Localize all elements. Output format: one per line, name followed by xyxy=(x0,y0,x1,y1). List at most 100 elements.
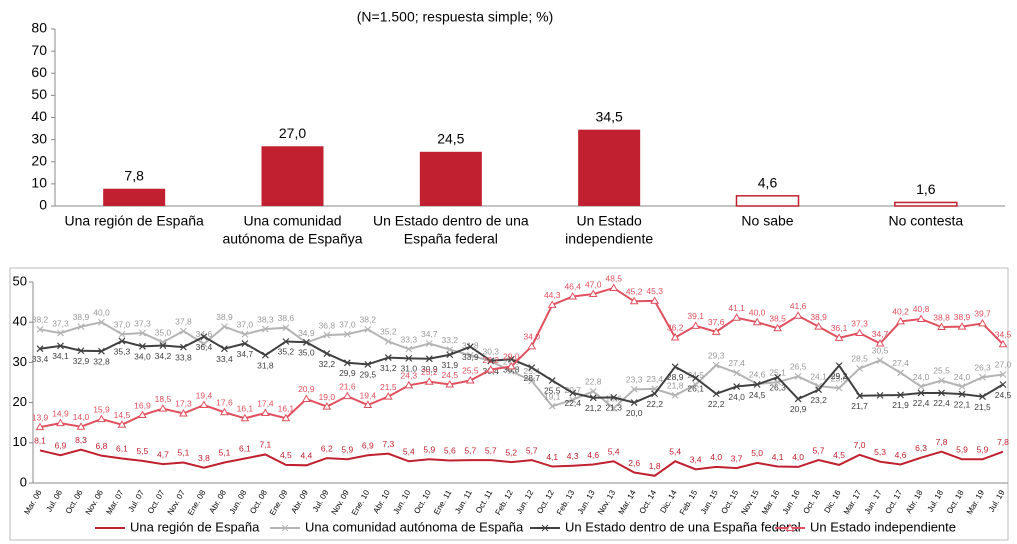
data-label: 20,0 xyxy=(626,408,643,418)
data-label: 31,2 xyxy=(380,363,397,373)
point-marker xyxy=(57,329,64,337)
data-label: 21,7 xyxy=(851,401,868,411)
data-label: 33,3 xyxy=(401,334,418,344)
data-label: 26,3 xyxy=(769,383,786,393)
point-marker xyxy=(937,322,946,331)
x-tick-label: Jun. 17 xyxy=(863,488,884,516)
data-label: 30,5 xyxy=(872,346,889,356)
data-label: 35,3 xyxy=(114,346,131,356)
bar xyxy=(894,201,958,207)
data-label: 35,2 xyxy=(278,347,295,357)
data-label: 5,7 xyxy=(485,445,497,455)
data-label: 19,4 xyxy=(196,390,213,400)
data-label: 31,8 xyxy=(462,340,479,350)
data-label: 14,0 xyxy=(73,412,90,422)
data-label: 34,5 xyxy=(995,330,1012,340)
point-marker xyxy=(773,323,782,332)
x-tick-label: Mar. 06 xyxy=(22,488,43,516)
data-label: 7,1 xyxy=(259,440,271,450)
data-label: 38,2 xyxy=(32,315,49,325)
x-tick-label: Dic. 14 xyxy=(658,488,679,515)
point-marker xyxy=(630,385,638,393)
x-tick-label: España federal xyxy=(404,231,498,247)
data-label: 28,9 xyxy=(667,372,684,382)
point-marker xyxy=(527,341,537,350)
data-label: 20,9 xyxy=(298,384,315,394)
y-tick-label: 60 xyxy=(31,64,47,80)
point-marker xyxy=(466,343,474,351)
point-marker xyxy=(856,392,863,400)
data-label: 31,9 xyxy=(442,360,459,370)
x-tick-label: Un Estado xyxy=(576,213,642,229)
data-label: 25,5 xyxy=(462,366,479,376)
point-marker xyxy=(424,377,434,385)
point-marker xyxy=(323,331,331,339)
point-marker xyxy=(446,346,454,353)
data-label: 5,4 xyxy=(669,447,681,457)
series-line xyxy=(39,335,1004,404)
data-label: 40,2 xyxy=(892,307,909,317)
data-label: 24,0 xyxy=(728,392,745,402)
data-label: 5,2 xyxy=(505,447,517,457)
data-label: 8,3 xyxy=(75,435,87,445)
point-marker xyxy=(77,347,85,355)
x-tick-label: Oct. 15 xyxy=(720,488,741,515)
data-label: 33,9 xyxy=(462,352,479,362)
x-tick-label: Mar. 07 xyxy=(104,488,125,516)
data-label: 37,0 xyxy=(237,320,254,330)
point-marker xyxy=(364,326,372,333)
x-tick-label: Jun. 16 xyxy=(781,488,802,516)
data-label: 4,0 xyxy=(792,452,804,462)
x-tick-label: Un Estado dentro de una xyxy=(373,213,529,229)
legend-label: Un Estado dentro de una España federal xyxy=(565,519,801,534)
data-label: 5,3 xyxy=(874,447,886,457)
data-label: 21,6 xyxy=(339,381,356,391)
x-tick-label: Nov. 13 xyxy=(596,488,618,516)
data-label: 38,3 xyxy=(257,314,274,324)
point-marker xyxy=(36,326,44,333)
data-label: 38,9 xyxy=(954,312,971,322)
point-marker xyxy=(200,333,208,341)
data-label: 24,1 xyxy=(810,371,827,381)
data-label: 25,5 xyxy=(933,366,950,376)
data-label: 30,8 xyxy=(503,364,520,374)
data-label: 34,7 xyxy=(237,349,254,359)
x-tick-label: Oct. 07 xyxy=(146,488,167,515)
point-marker xyxy=(466,351,474,359)
y-tick-label: 10 xyxy=(31,175,47,191)
y-tick-label: 50 xyxy=(13,273,27,288)
data-label: 36,8 xyxy=(319,320,336,330)
data-label: 5,6 xyxy=(444,446,456,456)
point-marker xyxy=(200,340,208,348)
data-label: 29,9 xyxy=(339,368,356,378)
x-tick-label: Abr. 10 xyxy=(371,488,392,515)
data-label: 19,0 xyxy=(319,392,336,402)
x-tick-label: Oct. 14 xyxy=(638,488,659,515)
x-tick-label: Mar. 14 xyxy=(617,488,638,516)
data-label: 5,9 xyxy=(341,445,353,455)
x-tick-label: Ene. 09 xyxy=(268,488,290,517)
chart-title: (N=1.500; respuesta simple; %) xyxy=(357,9,553,25)
point-marker xyxy=(179,408,188,417)
data-label: 15,9 xyxy=(93,404,110,414)
data-label: 28,5 xyxy=(851,354,868,364)
bar xyxy=(419,151,482,206)
point-marker xyxy=(692,374,700,382)
data-label: 5,4 xyxy=(608,447,620,457)
data-label: 26,5 xyxy=(790,362,807,372)
point-marker xyxy=(364,360,372,368)
point-marker xyxy=(979,373,986,381)
point-marker xyxy=(711,327,721,335)
point-marker xyxy=(240,413,250,422)
data-label: 32,8 xyxy=(93,356,110,366)
point-marker xyxy=(978,318,987,327)
point-marker xyxy=(220,345,228,353)
x-tick-label: Jun. 15 xyxy=(699,488,720,516)
point-marker xyxy=(855,328,864,337)
data-label: 23,3 xyxy=(626,375,643,385)
data-label: 35,0 xyxy=(298,348,315,358)
point-marker xyxy=(383,392,393,400)
point-marker xyxy=(834,333,844,341)
point-marker xyxy=(999,381,1007,388)
data-label: 28,2 xyxy=(482,355,499,365)
